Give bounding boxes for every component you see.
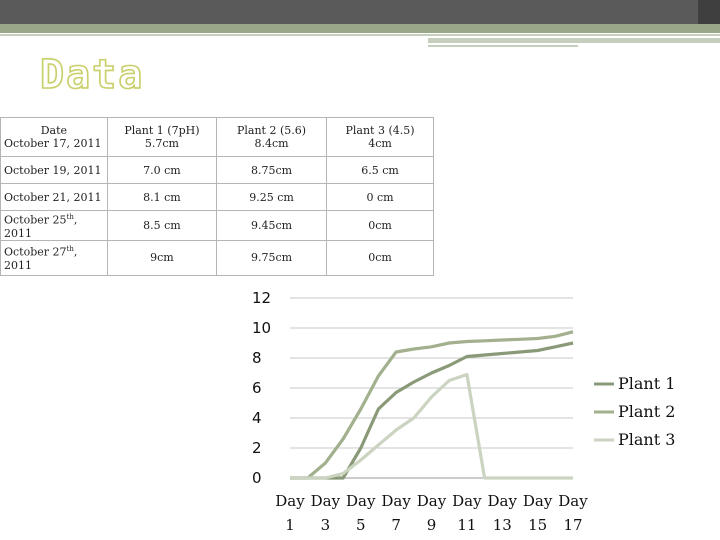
decor-line-a xyxy=(428,38,720,43)
row-date-sup: th xyxy=(66,213,74,221)
series-line-plant-2 xyxy=(290,330,574,480)
row-date: October 19, 2011 xyxy=(0,156,108,184)
x-tick-label-bottom: 13 xyxy=(493,516,512,534)
y-tick-label-10: 10 xyxy=(252,319,271,337)
row-date: October 21, 2011 xyxy=(0,183,108,211)
row-plant1: 8.1 cm xyxy=(106,183,218,211)
y-tick-label-0: 0 xyxy=(252,469,262,487)
x-tick-label-bottom: 5 xyxy=(356,516,366,534)
data-table: Date October 17, 2011 Plant 1 (7pH) 5.7c… xyxy=(0,117,434,276)
row-plant1: 9cm xyxy=(106,239,218,276)
header-plant3-value: 4cm xyxy=(368,137,392,150)
x-tick-label-top: Day xyxy=(381,492,411,510)
x-tick-label-bottom: 1 xyxy=(285,516,295,534)
header-plant1-label: Plant 1 (7pH) xyxy=(124,124,200,137)
series-line-plant-3 xyxy=(290,372,573,480)
header-date-label: Date xyxy=(40,124,68,137)
header-plant1: Plant 1 (7pH) 5.7cm xyxy=(106,117,218,157)
row-date: October 25th, 2011 xyxy=(0,210,108,241)
row-date-main: October 27 xyxy=(4,245,67,259)
y-tick-label-8: 8 xyxy=(252,349,262,367)
row-plant3: 0 cm xyxy=(326,183,434,211)
row-date-tail: , 2011 xyxy=(4,213,78,240)
line-chart: 0 2 4 6 8 10 12 Day 1 Day 3 Day 5 Day 7 Day 9 Day 11 Day 13 D… xyxy=(252,289,675,534)
y-tick-label-6: 6 xyxy=(252,379,262,397)
row-plant2: 9.75cm xyxy=(216,239,328,276)
x-tick-label-bottom: 11 xyxy=(457,516,476,534)
decor-line-b xyxy=(428,45,578,47)
header-plant3-label: Plant 3 (4.5) xyxy=(345,124,415,137)
x-tick-label-top: Day xyxy=(488,492,518,510)
header-first-date: October 17, 2011 xyxy=(4,137,102,150)
x-tick-label-top: Day xyxy=(346,492,376,510)
x-tick-label-top: Day xyxy=(523,492,553,510)
title-bar-green xyxy=(0,24,720,33)
row-date: October 27th, 2011 xyxy=(0,239,108,276)
row-plant1: 7.0 cm xyxy=(106,156,218,184)
title-bar-end xyxy=(698,0,720,24)
title-bar-thin-line xyxy=(0,34,720,36)
table-header-row: Date October 17, 2011 Plant 1 (7pH) 5.7c… xyxy=(0,117,434,157)
x-tick-label-top: Day xyxy=(417,492,447,510)
row-plant2: 9.45cm xyxy=(216,210,328,241)
table-row: October 19, 2011 7.0 cm 8.75cm 6.5 cm xyxy=(0,156,434,184)
x-tick-label-top: Day xyxy=(311,492,341,510)
slide-title: Data xyxy=(39,51,145,99)
row-plant2: 9.25 cm xyxy=(216,183,328,211)
header-date: Date October 17, 2011 xyxy=(0,117,108,157)
x-tick-label-bottom: 15 xyxy=(528,516,547,534)
x-tick-label-bottom: 9 xyxy=(427,516,437,534)
x-tick-label-top: Day xyxy=(558,492,588,510)
legend-label-plant-1: Plant 1 xyxy=(618,374,675,393)
title-bar-dark xyxy=(0,0,698,24)
row-plant1: 8.5 cm xyxy=(106,210,218,241)
table-row: October 21, 2011 8.1 cm 9.25 cm 0 cm xyxy=(0,183,434,211)
row-plant2: 8.75cm xyxy=(216,156,328,184)
row-plant3: 0cm xyxy=(326,239,434,276)
header-plant2-value: 8.4cm xyxy=(254,137,289,150)
header-plant3: Plant 3 (4.5) 4cm xyxy=(326,117,434,157)
header-plant1-value: 5.7cm xyxy=(144,137,179,150)
y-tick-label-2: 2 xyxy=(252,439,262,457)
legend-label-plant-2: Plant 2 xyxy=(618,402,675,421)
row-plant3: 6.5 cm xyxy=(326,156,434,184)
header-plant2: Plant 2 (5.6) 8.4cm xyxy=(216,117,328,157)
table-row: October 25th, 2011 8.5 cm 9.45cm 0cm xyxy=(0,210,434,241)
y-tick-label-4: 4 xyxy=(252,409,262,427)
row-date-sup: th xyxy=(66,245,74,254)
legend-label-plant-3: Plant 3 xyxy=(618,430,675,449)
header-plant2-label: Plant 2 (5.6) xyxy=(237,124,307,137)
row-plant3: 0cm xyxy=(326,210,434,241)
x-tick-label-bottom: 3 xyxy=(321,516,331,534)
y-tick-label-12: 12 xyxy=(252,289,271,307)
row-date-main: October 25 xyxy=(4,213,67,227)
x-tick-label-top: Day xyxy=(275,492,305,510)
x-tick-label-bottom: 17 xyxy=(563,516,582,534)
table-row: October 27th, 2011 9cm 9.75cm 0cm xyxy=(0,239,434,276)
x-tick-label-bottom: 7 xyxy=(391,516,401,534)
series-line-plant-1 xyxy=(290,341,574,480)
row-date-tail: , 2011 xyxy=(4,245,78,272)
x-tick-label-top: Day xyxy=(452,492,482,510)
